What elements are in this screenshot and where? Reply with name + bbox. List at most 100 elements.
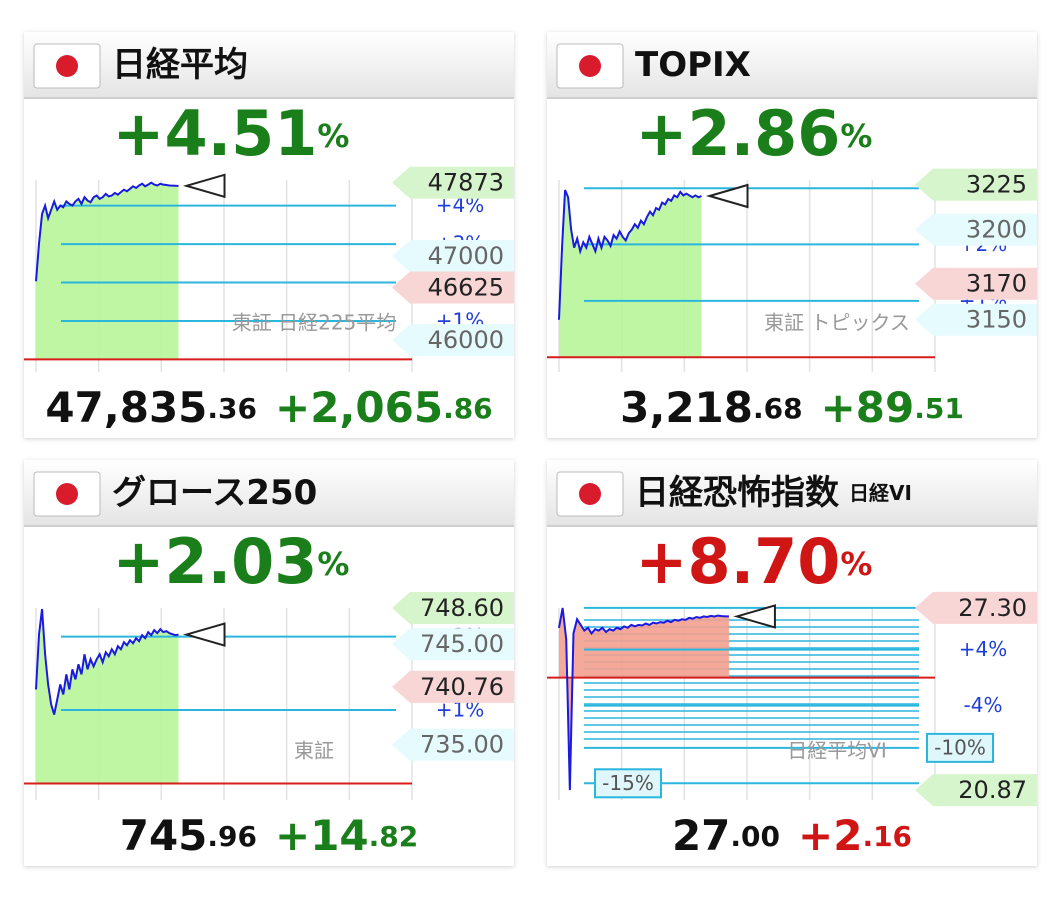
pct-unit: % [317,117,349,155]
change-dec: .86 [443,392,493,425]
change-int: +2 [798,811,862,860]
header-bar [547,32,1037,98]
price-tag-label: 748.60 [420,594,504,622]
change-int: +89 [821,383,915,432]
price-tag [392,670,514,703]
price-tag-label: 27.30 [958,594,1027,622]
quote: 27.00 +2.16 [672,811,912,860]
source-label: 日経平均VI [787,739,887,763]
price-tag-label: 740.76 [420,673,504,701]
price-tag-label: 3150 [966,306,1027,334]
price-tag [392,592,514,625]
change-dec: .51 [914,392,964,425]
price-tag [392,240,514,273]
price-tag [392,628,514,661]
flag-sun [579,483,601,505]
price-dec: .36 [207,392,257,425]
pct-value: +8.70 [636,525,841,598]
panel-title: 日経恐怖指数 日経VI [635,473,912,513]
quote: 3,218.68 +89.51 [620,383,964,432]
price-tag [392,166,514,199]
price-line [35,181,179,282]
subtitle: 日経VI [849,481,912,505]
price-dec: .00 [730,820,780,853]
quote: 47,835.36 +2,065.86 [45,383,492,432]
price-int: 47,835 [45,383,207,432]
price-tag [392,324,514,357]
level-label: +4% [959,637,1008,661]
price-tag [915,591,1037,624]
change-dec: .82 [369,820,419,853]
price-tag-label: 47000 [428,242,504,270]
pct-value: +2.03 [113,525,318,598]
level-label: -15% [602,771,654,795]
title-text: 日経恐怖指数 [635,473,839,513]
panel: グロース250+2.03%+2%+1%東証748.60745.00740.767… [24,460,514,866]
price-int: 27 [672,811,730,860]
price-tag-label: 3200 [966,216,1027,244]
title-text: 日経平均 [112,45,248,85]
price-tag-label: 3225 [966,171,1027,199]
header-bar [24,460,514,526]
session-area [559,607,729,791]
panel-title: グロース250 [112,473,317,513]
pct-value: +4.51 [113,97,318,170]
change-pct: +2.86% [636,97,873,170]
price-line [558,189,702,320]
level-label: -4% [964,693,1003,717]
level-box [926,732,994,763]
price-tag-label: 47873 [428,169,504,197]
price-tag-label: 46000 [428,326,504,354]
session-area [36,182,179,360]
level-box [594,768,662,799]
price-line [558,607,729,791]
price-tag-label: 745.00 [420,630,504,658]
change-int: +2,065 [275,383,443,432]
title-text: グロース250 [112,473,317,513]
quote: 745.96 +14.82 [120,811,419,860]
change-pct: +8.70% [636,525,873,598]
source-label: 東証 日経225平均 [232,311,397,335]
session-area [559,190,702,358]
change-pct: +2.03% [113,525,350,598]
change-dec: .16 [862,820,912,853]
pct-unit: % [317,545,349,583]
source-label: 東証 [294,739,334,763]
price-dec: .68 [753,392,803,425]
panel-title: 日経平均 [112,45,248,85]
price-int: 745 [120,811,208,860]
pct-unit: % [840,545,872,583]
flag-sun [579,55,601,77]
price-tag-label: 20.87 [958,776,1027,804]
source-label: 東証 トピックス [764,311,910,335]
panel: TOPIX+2.86%+3%+2%+1%東証 トピックス322532003170… [547,32,1037,438]
now-marker [182,173,226,199]
change-int: +14 [275,811,369,860]
price-tag-label: 3170 [966,270,1027,298]
pct-unit: % [840,117,872,155]
price-tag-label: 735.00 [420,731,504,759]
now-marker [182,622,226,647]
price-tag [915,168,1037,201]
session-area [36,609,179,784]
price-tag [915,774,1037,807]
panel: 日経恐怖指数日経VI+8.70%+10%+4%-4%-10%-15%日経平均VI… [547,460,1037,866]
price-int: 3,218 [620,383,753,432]
panel: 日経平均+4.51%+4%+3%+2%+1%東証 日経225平均47873470… [24,32,514,438]
flag-sun [56,483,78,505]
header-bar [547,460,1037,526]
price-dec: .96 [207,820,257,853]
price-tag-label: 46625 [428,274,504,302]
change-pct: +4.51% [113,97,350,170]
now-marker [705,183,749,209]
flag-sun [56,55,78,77]
price-tag [915,267,1037,300]
title-text: TOPIX [635,45,751,85]
price-tag [915,213,1037,246]
pct-value: +2.86 [636,97,841,170]
price-tag [915,303,1037,336]
price-tag [392,271,514,304]
panel-title: TOPIX [635,45,751,85]
level-label: -10% [934,735,986,759]
